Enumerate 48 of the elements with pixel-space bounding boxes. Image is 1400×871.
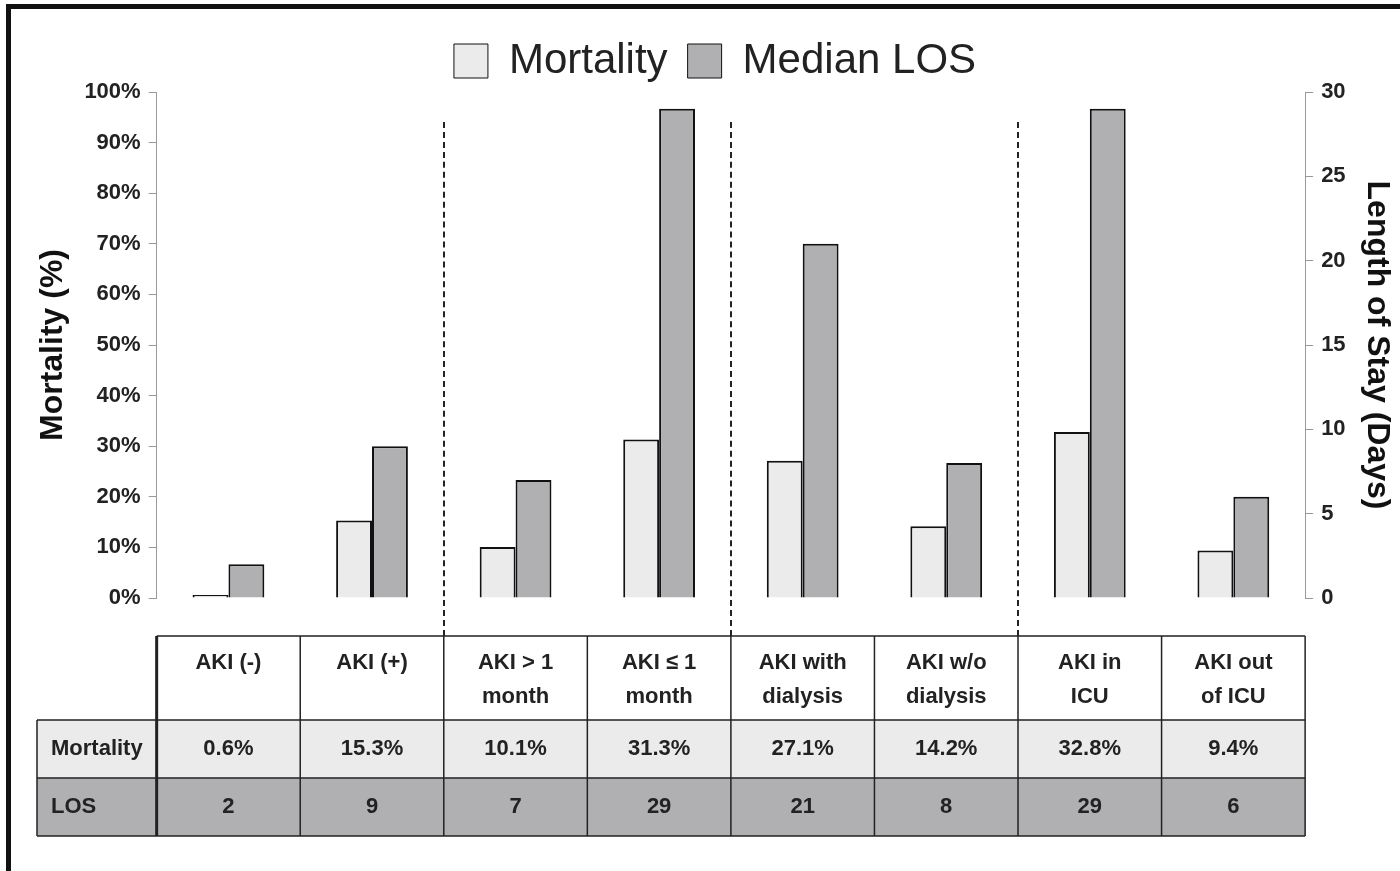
y2-tick-label: 15 <box>1321 331 1346 357</box>
text: LOS <box>51 793 97 819</box>
y-tick-label: 50% <box>96 331 141 357</box>
y-tick-label: 80% <box>96 179 141 205</box>
y-tick-label: 10% <box>96 533 141 559</box>
x-tick-label: AKI (+) <box>336 649 408 675</box>
y2-tick-label: 0 <box>1321 584 1334 610</box>
text: Mortality <box>51 735 144 761</box>
data-label: 14.2% <box>915 735 978 761</box>
y2-tick-label: 5 <box>1321 499 1334 525</box>
x-tick-label: AKI in ICU <box>1058 649 1122 709</box>
data-label: 32.8% <box>1058 735 1121 761</box>
x-tick-label: AKI out of ICU <box>1194 649 1274 709</box>
legend-label: Median LOS <box>742 34 977 82</box>
y-axis-title: Mortality (%) <box>33 249 70 441</box>
data-label: 9.4% <box>1208 735 1259 761</box>
x-tick-label: AKI > 1 month <box>477 649 554 709</box>
data-label: 10.1% <box>484 735 547 761</box>
y-tick-label: 30% <box>96 432 141 458</box>
x-tick-label: AKI (-) <box>195 649 262 675</box>
y2-tick-label: 30 <box>1321 78 1346 104</box>
data-label: 6 <box>1227 793 1240 819</box>
data-label: 27.1% <box>771 735 834 761</box>
data-label: 29 <box>1077 793 1103 819</box>
x-tick-label: AKI with dialysis <box>758 649 847 709</box>
y-tick-label: 100% <box>84 78 141 104</box>
y-tick-label: 70% <box>96 229 141 255</box>
y2-tick-label: 20 <box>1321 246 1346 272</box>
y2-tick-label: 25 <box>1321 162 1346 188</box>
y-tick-label: 20% <box>96 482 141 508</box>
y2-tick-label: 10 <box>1321 415 1346 441</box>
data-label: 9 <box>365 793 379 819</box>
data-label: 29 <box>646 793 672 819</box>
y-tick-label: 0% <box>108 584 141 610</box>
data-label: 31.3% <box>627 735 691 761</box>
legend-label: Mortality <box>508 34 668 82</box>
y-tick-label: 90% <box>96 128 141 154</box>
data-label: 0.6% <box>203 735 254 761</box>
x-tick-label: AKI w/o dialysis <box>905 649 987 709</box>
data-label: 21 <box>790 793 815 819</box>
data-label: 8 <box>940 793 953 819</box>
data-label: 7 <box>509 793 522 819</box>
data-label: 15.3% <box>340 735 404 761</box>
x-tick-label: AKI ≤ 1 month <box>621 649 697 709</box>
data-label: 2 <box>222 793 235 819</box>
y2-axis-title: Length of Stay (Days) <box>1360 180 1397 510</box>
y-tick-label: 40% <box>96 381 141 407</box>
y-tick-label: 60% <box>96 280 141 306</box>
